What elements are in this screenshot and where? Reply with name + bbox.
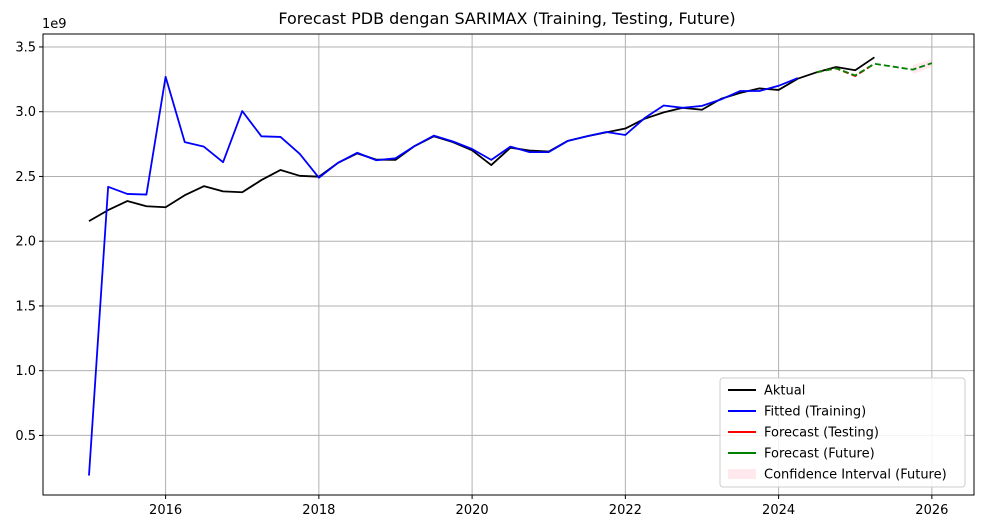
y-tick-label: 3.0 [15,105,36,120]
chart-legend: Aktual Fitted (Training) Forecast (Testing… [719,377,966,488]
y-tick-label: 2.0 [15,235,36,250]
legend-swatch-band [728,469,756,479]
chart-title: Forecast PDB dengan SARIMAX (Training, T… [278,9,735,28]
plot-area: 2016 2018 2020 2022 2024 2026 0.5 1.0 1.5 2.0 2.5 3… [15,33,975,518]
y-tick-label: 2.5 [15,170,36,185]
legend-box [719,377,966,488]
x-tick-label: 2022 [609,503,642,518]
series-line-1 [88,75,799,476]
x-tick-label: 2018 [302,503,335,518]
axes-frame [42,33,975,496]
y-tick-label: 1.0 [15,364,36,379]
legend-label: Forecast (Future) [764,447,875,462]
series-line-0 [88,56,875,222]
y-tick-label: 1.5 [15,299,36,314]
series-line-3 [816,62,933,77]
legend-label: Forecast (Testing) [764,426,879,441]
y-tick-label: 3.5 [15,40,36,55]
x-tick-label: 2024 [762,503,795,518]
legend-label: Fitted (Training) [764,405,866,420]
legend-label: Confidence Interval (Future) [764,468,947,483]
x-tick-label: 2016 [149,503,182,518]
x-tick-label: 2026 [915,503,948,518]
y-tick-label: 0.5 [15,429,36,444]
legend-label: Aktual [764,384,805,399]
y-scale-label: 1e9 [42,17,67,32]
x-tick-label: 2020 [456,503,489,518]
